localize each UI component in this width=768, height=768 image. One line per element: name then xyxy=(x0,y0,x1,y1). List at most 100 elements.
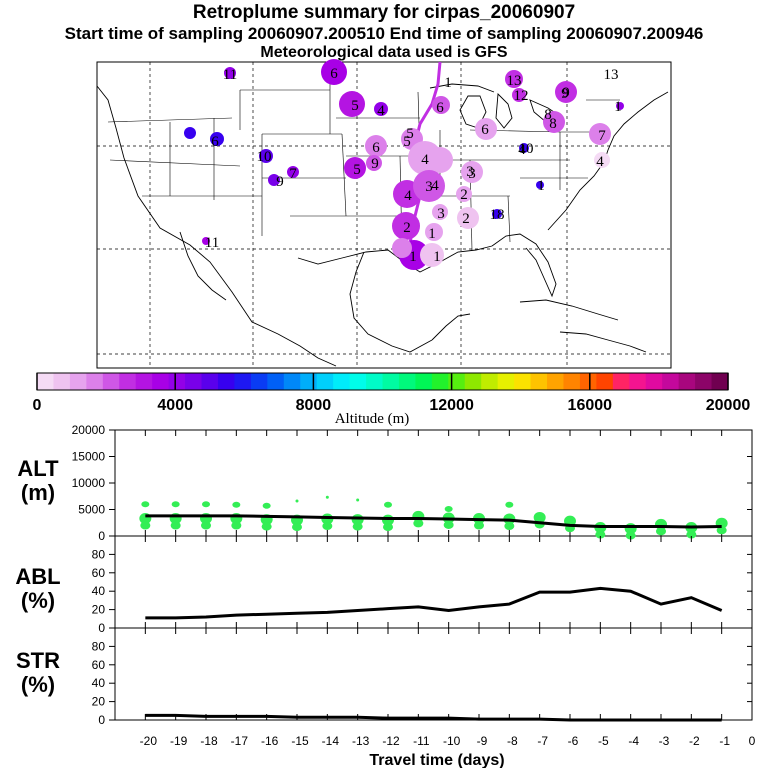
plume-day-label: 4 xyxy=(377,103,385,119)
plume-markers xyxy=(184,59,624,270)
plume-day-label: 6 xyxy=(330,66,338,82)
plume-day-label: 4 xyxy=(421,152,429,168)
plume-day-label: 12 xyxy=(514,88,529,104)
alt-lower-point xyxy=(716,526,727,535)
alt-lower-point xyxy=(413,519,424,528)
alt-lower-point xyxy=(595,530,606,539)
alt-lower-point xyxy=(686,530,697,539)
x-tick-label: -5 xyxy=(598,734,609,748)
str-frame xyxy=(114,627,753,721)
plume-day-label: 3 xyxy=(437,206,445,222)
y-tick-label: 40 xyxy=(92,584,106,598)
plume-day-label: 8 xyxy=(549,116,557,132)
plume-day-label: 5 xyxy=(403,134,411,150)
alt-upper-point xyxy=(295,499,299,503)
plume-day-label: 18 xyxy=(490,207,505,223)
y-tick-label: 5000 xyxy=(78,503,105,517)
y-tick-label: 0 xyxy=(98,529,105,543)
met-data-note: Meteorological data used is GFS xyxy=(260,44,508,61)
y-tick-label: 60 xyxy=(92,658,106,672)
x-tick-label: -2 xyxy=(689,734,700,748)
alt-upper-point xyxy=(356,498,360,502)
plume-day-label: 1 xyxy=(444,75,452,91)
plume-marker xyxy=(344,157,366,179)
alt-lower-point xyxy=(170,521,181,530)
alt-upper-point xyxy=(141,501,150,508)
y-tick-label: 80 xyxy=(92,639,106,653)
plume-marker xyxy=(492,209,502,219)
abl-frame xyxy=(114,535,753,629)
plume-marker xyxy=(210,132,224,146)
plume-marker xyxy=(589,123,611,145)
plume-marker xyxy=(224,67,236,79)
plume-day-label: 8 xyxy=(544,107,552,123)
str-line xyxy=(145,713,722,722)
x-tick-label: -15 xyxy=(291,734,309,748)
x-tick-label: -3 xyxy=(659,734,670,748)
plume-marker xyxy=(321,59,347,85)
plume-day-label: 3 xyxy=(466,164,474,180)
plume-marker xyxy=(374,102,388,116)
plume-marker xyxy=(475,118,497,140)
alt-upper-point xyxy=(384,501,392,508)
alt-lower-point xyxy=(443,520,454,529)
alt-lower-point xyxy=(140,521,151,530)
plume-day-label: 7 xyxy=(289,166,297,182)
plume-marker xyxy=(202,237,210,245)
plume-day-label: 13 xyxy=(507,73,522,89)
plume-day-label: 2 xyxy=(403,220,411,236)
x-tick-label: -6 xyxy=(568,734,579,748)
plume-day-label: 9 xyxy=(562,85,570,101)
x-tick-label: -17 xyxy=(231,734,249,748)
y-tick-label: 20 xyxy=(92,695,106,709)
plume-marker xyxy=(392,238,412,258)
y-tick-label: 80 xyxy=(92,547,106,561)
plume-marker xyxy=(365,135,387,157)
alt-upper-point xyxy=(202,501,210,508)
x-tick-label: -16 xyxy=(261,734,279,748)
plume-day-label: 1 xyxy=(409,249,417,265)
plume-marker xyxy=(519,143,529,153)
x-tick-label: 0 xyxy=(749,734,756,748)
alt-mean-line xyxy=(145,514,722,529)
abl-title-line1: ABL (%) xyxy=(15,564,60,613)
alt-lower-point xyxy=(504,522,515,531)
plume-marker xyxy=(616,102,624,110)
plume-day-label: 2 xyxy=(462,211,470,227)
plume-day-label: 6 xyxy=(372,140,380,156)
plume-day-label: 1 xyxy=(428,226,436,242)
plume-day-label: 11 xyxy=(223,67,237,83)
alt-upper-point xyxy=(232,501,241,508)
plume-day-label: 5 xyxy=(353,162,361,178)
x-tick-label: -20 xyxy=(140,734,158,748)
plume-marker xyxy=(432,204,448,220)
plume-day-label: 5 xyxy=(406,126,414,142)
alt-lower-point xyxy=(533,511,546,523)
plume-marker xyxy=(184,127,196,139)
plume-marker xyxy=(425,223,443,241)
x-tick-label: -19 xyxy=(170,734,188,748)
alt-lower-point xyxy=(625,531,636,540)
plume-marker xyxy=(505,70,523,88)
plume-day-label: 9 xyxy=(371,156,379,172)
plume-day-label: 10 xyxy=(257,149,272,165)
str-panel: STR (%) xyxy=(16,627,753,721)
plume-marker xyxy=(456,186,472,202)
plume-day-label: 3 xyxy=(468,166,476,182)
x-tick-label: -11 xyxy=(413,734,430,748)
plume-day-label: 4 xyxy=(518,142,526,158)
x-tick-label: -13 xyxy=(352,734,370,748)
chart-title: Retroplume summary for cirpas_20060907 xyxy=(192,2,576,23)
plume-marker xyxy=(268,174,280,186)
plume-day-label: 3 xyxy=(425,179,433,195)
y-tick-label: 20 xyxy=(92,603,106,617)
plume-marker xyxy=(461,161,483,183)
plume-day-label: 13 xyxy=(604,67,619,83)
alt-upper-point xyxy=(171,501,180,508)
x-tick-label: -9 xyxy=(477,734,488,748)
str-title-line1: STR (%) xyxy=(16,648,60,697)
plume-day-label: 6 xyxy=(481,122,489,138)
plume-marker xyxy=(512,88,526,102)
